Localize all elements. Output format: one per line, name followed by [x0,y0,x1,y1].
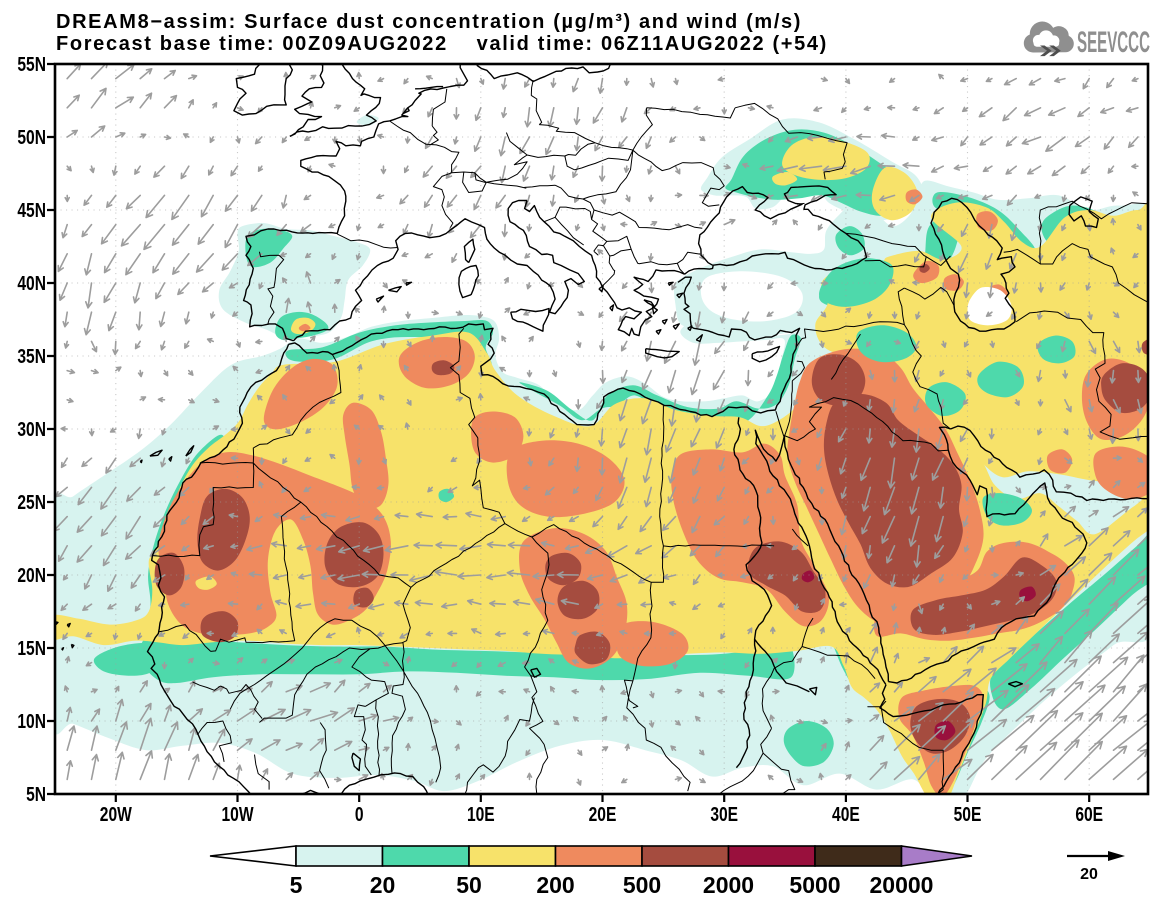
svg-text:60E: 60E [1075,803,1103,825]
svg-text:5N: 5N [26,783,46,805]
svg-text:500: 500 [623,872,661,898]
svg-text:2000: 2000 [703,872,754,898]
svg-text:45N: 45N [17,199,46,221]
svg-text:5000: 5000 [789,872,840,898]
svg-text:15N: 15N [17,637,46,659]
svg-text:25N: 25N [17,491,46,513]
svg-text:200: 200 [536,872,574,898]
svg-text:40E: 40E [832,803,860,825]
svg-text:30E: 30E [710,803,738,825]
svg-text:35N: 35N [17,345,46,367]
svg-text:20: 20 [370,872,396,898]
svg-text:50N: 50N [17,126,46,148]
svg-text:10W: 10W [221,803,253,825]
svg-text:DREAM8−assim: Surface dust con: DREAM8−assim: Surface dust concentration… [56,11,802,33]
svg-text:50E: 50E [954,803,982,825]
svg-text:5: 5 [290,872,303,898]
svg-text:30N: 30N [17,418,46,440]
svg-text:Forecast base time: 00Z09AUG20: Forecast base time: 00Z09AUG2022 valid t… [56,33,828,55]
svg-text:10E: 10E [467,803,495,825]
svg-text:20: 20 [1080,866,1098,883]
svg-text:0: 0 [355,803,364,825]
svg-text:20N: 20N [17,564,46,586]
svg-text:10N: 10N [17,710,46,732]
svg-text:55N: 55N [17,53,46,75]
svg-text:20E: 20E [589,803,617,825]
svg-text:20000: 20000 [870,872,934,898]
svg-text:40N: 40N [17,272,46,294]
svg-text:50: 50 [456,872,482,898]
svg-text:20W: 20W [100,803,132,825]
svg-text:SEEVCCC: SEEVCCC [1077,26,1150,59]
